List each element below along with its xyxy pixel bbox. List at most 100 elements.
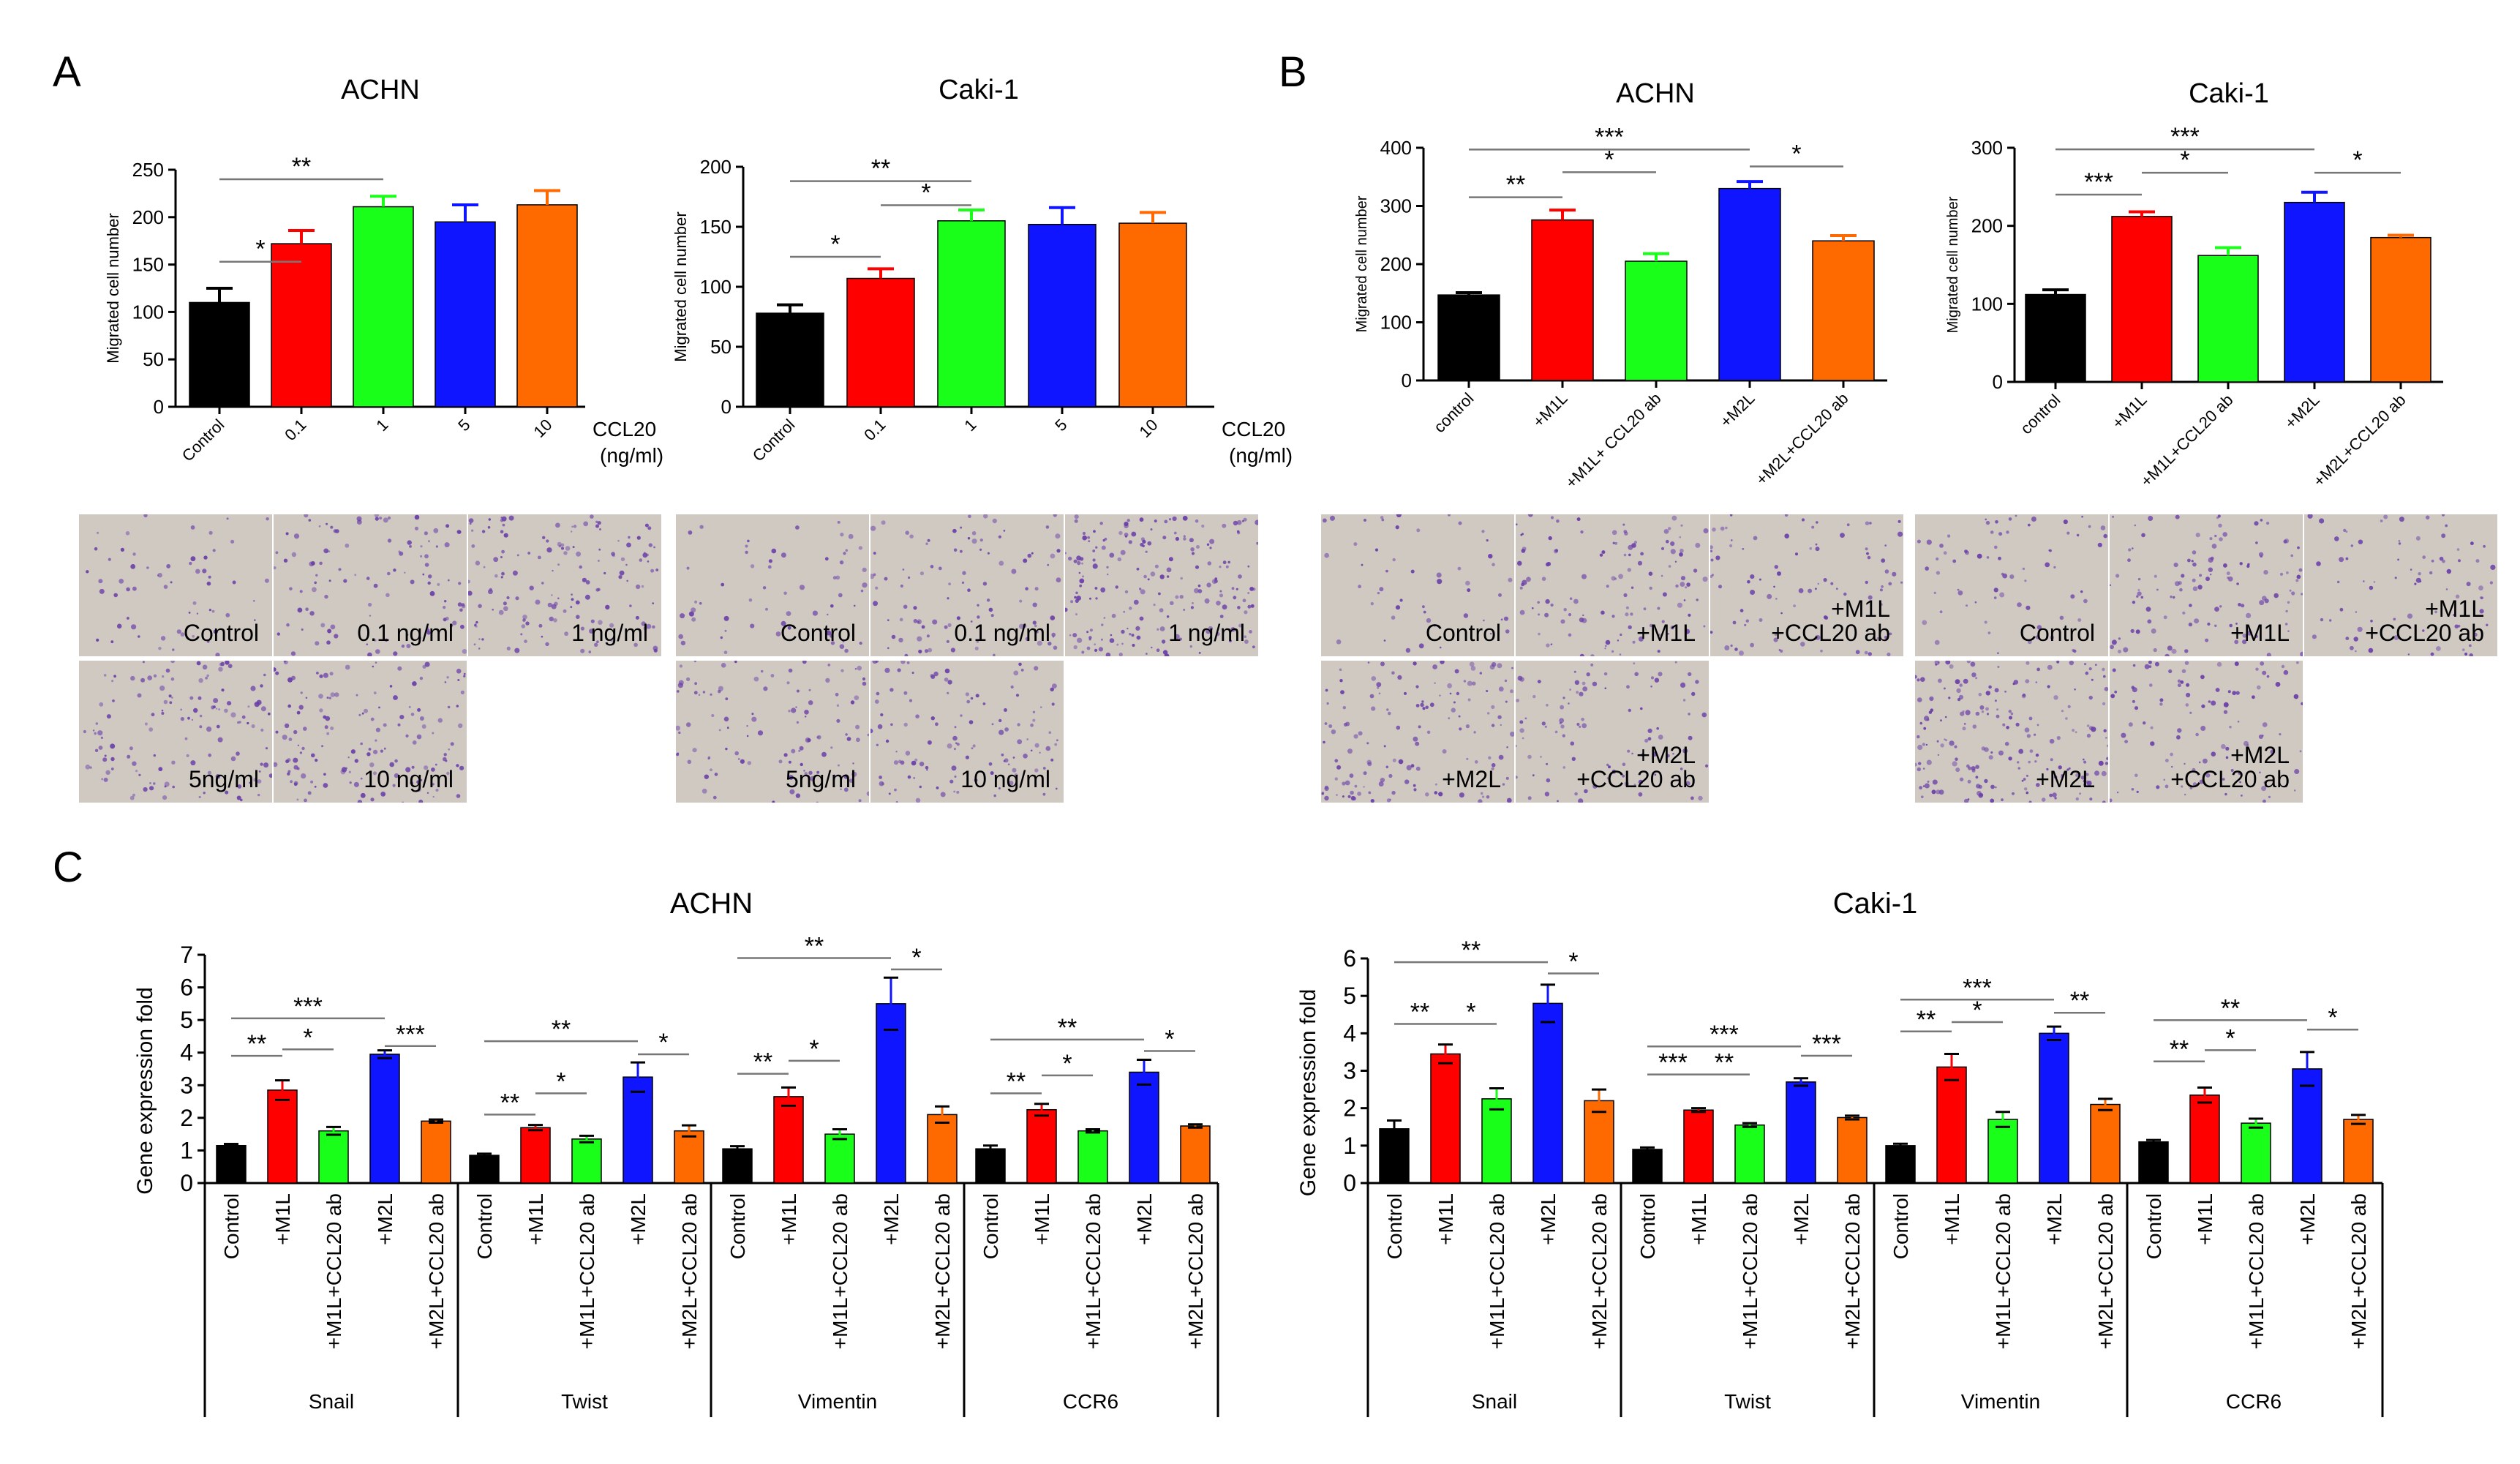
stained-cells bbox=[86, 514, 269, 656]
significance-label: ** bbox=[753, 1048, 772, 1076]
micrograph-a-achn-0: Control bbox=[79, 514, 272, 656]
x-tick-label: Control bbox=[1636, 1193, 1659, 1259]
bar-twist-1 bbox=[520, 1127, 551, 1184]
x-tick-label: +M2L+CCL20 ab bbox=[425, 1193, 448, 1349]
chart-a-caki: Caki-1 Migrated cell number 0 50 100 150 200 Co… bbox=[672, 75, 1293, 467]
bar-ccr6-2 bbox=[2241, 1122, 2271, 1184]
significance-label: *** bbox=[1963, 974, 1992, 1002]
micrograph-b-achn-1: +M1L bbox=[1516, 514, 1709, 656]
bar-1 bbox=[937, 220, 1006, 408]
x-tick-label: +M2L+CCL20 ab bbox=[1752, 389, 1851, 489]
x-tick-label: +M1L bbox=[1434, 1193, 1457, 1245]
y-tick-label: 2 bbox=[180, 1105, 193, 1131]
y-tick-label: 100 bbox=[132, 301, 164, 323]
bar-ccr6-0 bbox=[975, 1148, 1006, 1184]
significance-label: ** bbox=[292, 153, 311, 181]
significance-label: * bbox=[2352, 146, 2362, 174]
significance-label: ** bbox=[871, 155, 890, 183]
y-tick-label: 0 bbox=[1343, 1170, 1356, 1196]
bar-vimentin-2 bbox=[1987, 1119, 2018, 1184]
panel-letters: A B C bbox=[53, 48, 1307, 891]
micrograph-label: +M1L bbox=[2230, 620, 2290, 647]
micrograph-b-achn-3: +M2L bbox=[1321, 661, 1514, 803]
x-tick-label: +M2L bbox=[2296, 1193, 2319, 1245]
micrograph-label: +M2L bbox=[2036, 766, 2095, 793]
y-tick-label: 200 bbox=[1380, 253, 1412, 275]
significance-label: * bbox=[1791, 140, 1801, 168]
x-tick-label: +M1L bbox=[778, 1193, 800, 1245]
y-tick-label: 0 bbox=[1402, 369, 1412, 391]
significance-label: * bbox=[1568, 947, 1578, 975]
significance-label: *** bbox=[1595, 123, 1624, 151]
significance-label: *** bbox=[293, 993, 323, 1021]
x-unit-label: CCL20 bbox=[1222, 418, 1285, 440]
chart-a-achn: ACHN Migrated cell number 0 50 100 150 200 250 C… bbox=[104, 75, 663, 467]
significance-label: * bbox=[556, 1067, 565, 1095]
significance-label: * bbox=[2180, 146, 2189, 174]
y-axis-label: Migrated cell number bbox=[104, 213, 122, 363]
bar-control bbox=[1437, 294, 1500, 381]
y-tick-label: 6 bbox=[1343, 945, 1356, 972]
micrograph-a-achn-3: 5ng/ml bbox=[79, 661, 272, 803]
x-tick-label: Control bbox=[1383, 1193, 1406, 1259]
micrograph-label: 5ng/ml bbox=[785, 766, 856, 793]
x-tick-label: +M1L+CCL20 ab bbox=[576, 1193, 598, 1349]
stained-cells bbox=[468, 514, 659, 653]
bar-ccr6-1 bbox=[1026, 1108, 1057, 1184]
bar-vimentin-1 bbox=[1936, 1066, 1967, 1184]
x-tick-label: +M2L+CCL20 ab bbox=[931, 1193, 954, 1349]
x-tick-label: +M1L bbox=[2194, 1193, 2216, 1245]
micrograph-label: Control bbox=[2019, 620, 2095, 647]
micrograph-label: 1 ng/ml bbox=[1168, 620, 1245, 647]
y-tick-label: 5 bbox=[180, 1007, 193, 1033]
significance-label: ** bbox=[1007, 1067, 1026, 1095]
micrograph-label: 10 ng/ml bbox=[364, 766, 454, 793]
stained-cells bbox=[1915, 661, 2108, 803]
y-tick-label: 0 bbox=[154, 396, 164, 418]
stained-cells bbox=[676, 661, 869, 803]
bar-0-1 bbox=[271, 243, 332, 408]
chart-c-achn: ACHN Gene expression fold 0 1 2 3 4 5 6 7 Control +… bbox=[133, 887, 1219, 1417]
micrograph-a-achn-4: 10 ng/ml bbox=[274, 661, 467, 803]
x-tick-label: Control bbox=[2143, 1193, 2165, 1259]
y-tick-label: 100 bbox=[700, 276, 731, 298]
x-tick-label: Control bbox=[749, 416, 799, 465]
micrograph-label: +M2L +CCL20 ab bbox=[1576, 741, 1696, 793]
significance-label: ** bbox=[2221, 994, 2240, 1022]
significance-label: ** bbox=[552, 1016, 571, 1043]
significance-label: * bbox=[2225, 1024, 2235, 1052]
significance-label: ** bbox=[1058, 1014, 1077, 1042]
x-tick-label: +M1L bbox=[2109, 391, 2151, 432]
y-tick-label: 1 bbox=[1343, 1133, 1356, 1159]
bar-ccr6-3 bbox=[1129, 1071, 1159, 1184]
chart-title: ACHN bbox=[341, 75, 420, 105]
significance-label: * bbox=[830, 230, 840, 258]
bar-twist-3 bbox=[1786, 1081, 1816, 1184]
x-tick-label: 5 bbox=[1051, 416, 1070, 435]
x-tick-label: +M2L bbox=[374, 1193, 396, 1245]
y-tick-label: 3 bbox=[180, 1072, 193, 1098]
significance-label: ** bbox=[2170, 1036, 2189, 1064]
micrograph-b-achn-2: +M1L +CCL20 ab bbox=[1710, 514, 1903, 656]
x-unit-label: (ng/ml) bbox=[1229, 444, 1293, 467]
y-tick-label: 300 bbox=[1380, 195, 1412, 217]
x-tick-label: +M2L bbox=[2043, 1193, 2066, 1245]
x-tick-label: 10 bbox=[1136, 416, 1162, 441]
micrograph-a-caki-3: 5ng/ml bbox=[676, 661, 869, 803]
micrograph-b-caki-0: Control bbox=[1915, 514, 2108, 656]
significance-label: * bbox=[911, 944, 921, 972]
stained-cells bbox=[1321, 661, 1514, 803]
significance-label: *** bbox=[1812, 1030, 1841, 1058]
significance-label: ** bbox=[2070, 987, 2089, 1015]
bar--m1l bbox=[2111, 216, 2173, 383]
bar-ccr6-0 bbox=[2138, 1141, 2169, 1184]
micrograph-label: +M1L +CCL20 ab bbox=[1771, 595, 1890, 647]
significance-label: * bbox=[303, 1024, 312, 1051]
micrograph-label: 5ng/ml bbox=[188, 766, 259, 793]
y-tick-label: 150 bbox=[132, 254, 164, 276]
x-tick-label: 0.1 bbox=[281, 416, 309, 444]
micrograph-label: Control bbox=[780, 620, 856, 647]
bar-snail-1 bbox=[1430, 1053, 1461, 1184]
group-label: Vimentin bbox=[1961, 1390, 2040, 1413]
bar-control bbox=[2025, 293, 2086, 383]
